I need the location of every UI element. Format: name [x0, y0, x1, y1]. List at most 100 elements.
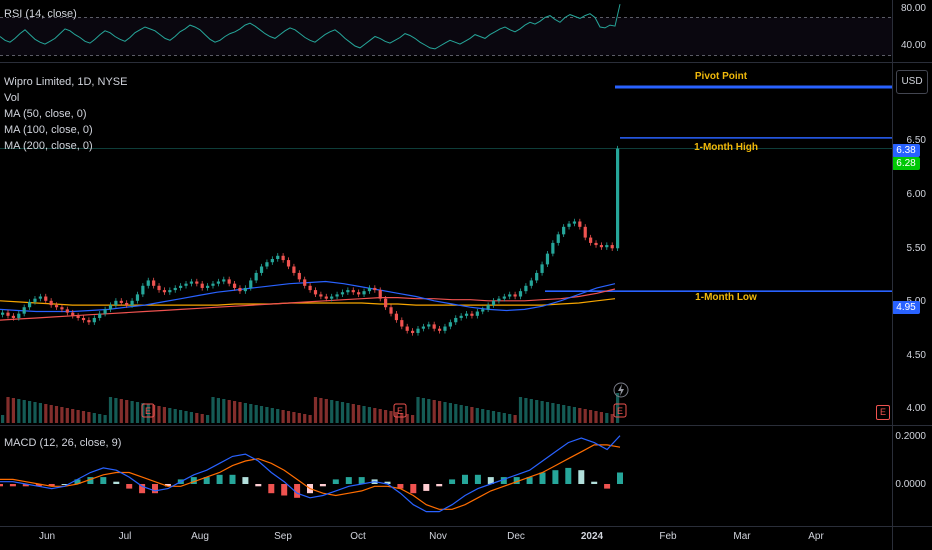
- volume-bar: [529, 399, 533, 423]
- macd-histogram-bar: [423, 484, 430, 491]
- volume-bar: [357, 405, 361, 423]
- legend-ma50[interactable]: MA (50, close, 0): [4, 108, 87, 120]
- volume-bar: [594, 411, 598, 423]
- volume-bar: [572, 407, 576, 423]
- earnings-marker-label: E: [145, 406, 151, 416]
- candle-body: [616, 148, 620, 249]
- macd-pane[interactable]: MACD (12, 26, close, 9): [0, 426, 892, 526]
- earnings-axis-icon[interactable]: E: [876, 405, 890, 420]
- volume-bar: [211, 397, 215, 423]
- volume-bar: [54, 406, 59, 423]
- macd-histogram-bar: [152, 484, 158, 494]
- volume-bar: [303, 414, 307, 423]
- pivot-point-label: Pivot Point: [694, 71, 748, 82]
- candle-body: [475, 311, 479, 316]
- time-axis[interactable]: Jun Jul Aug Sep Oct Nov Dec 2024 Feb Mar…: [0, 526, 892, 550]
- volume-bar: [276, 409, 280, 423]
- candle-body: [427, 324, 431, 327]
- macd-axis-00: 0.0000: [895, 479, 926, 490]
- volume-bar: [443, 402, 447, 423]
- volume-bar: [103, 415, 107, 423]
- candle-body: [556, 234, 560, 243]
- candle-body: [200, 283, 204, 288]
- volume-bar: [362, 406, 366, 423]
- macd-histogram-bar: [87, 477, 94, 484]
- time-tick: Dec: [507, 531, 525, 542]
- volume-bar: [481, 409, 485, 423]
- macd-histogram-bar: [0, 484, 3, 487]
- volume-bar: [33, 402, 37, 423]
- ma50-line: [0, 280, 616, 313]
- macd-histogram-bar: [229, 474, 236, 484]
- pane-divider[interactable]: [0, 425, 932, 426]
- candle-body: [173, 287, 177, 291]
- candle-body: [432, 324, 436, 329]
- candle-body: [81, 317, 86, 321]
- volume-bar: [11, 398, 15, 423]
- rsi-axis-40: 40.00: [900, 40, 926, 51]
- macd-signal-line: [0, 444, 621, 510]
- candle-body: [324, 296, 328, 299]
- volume-bar: [125, 400, 129, 423]
- volume-bar: [616, 393, 620, 423]
- legend-ma200[interactable]: MA (200, close, 0): [4, 140, 93, 152]
- volume-bar: [535, 400, 539, 423]
- macd-histogram-bar: [539, 472, 546, 484]
- rsi-pane[interactable]: RSI (14, close): [0, 0, 892, 62]
- macd-histogram-bar: [332, 479, 339, 484]
- price-axis[interactable]: 6.50 6.00 5.50 5.00 4.50 4.00: [892, 63, 932, 425]
- volume-bar: [599, 412, 603, 423]
- macd-axis-02: 0.2000: [895, 431, 926, 442]
- volume-bar: [259, 406, 264, 423]
- volume-bar: [135, 402, 140, 423]
- candle-body: [572, 221, 577, 224]
- candle-body: [610, 245, 614, 249]
- volume-bar: [65, 408, 69, 423]
- volume-bar: [578, 408, 582, 423]
- candle-body: [92, 317, 96, 323]
- candle-body: [464, 313, 469, 316]
- volume-bar: [475, 408, 479, 423]
- volume-bar: [605, 413, 609, 423]
- macd-histogram-bar: [190, 477, 197, 484]
- volume-bar: [22, 400, 26, 423]
- candle-body: [114, 300, 118, 306]
- lightning-icon: [618, 384, 624, 396]
- currency-button[interactable]: USD: [896, 70, 928, 94]
- macd-axis[interactable]: 0.2000 0.0000: [892, 426, 932, 526]
- candle-body: [22, 307, 26, 314]
- volume-bar: [448, 403, 452, 423]
- candle-body: [367, 287, 372, 292]
- volume-bar: [464, 406, 469, 423]
- volume-bar: [162, 407, 166, 423]
- macd-histogram-bar: [358, 477, 365, 484]
- legend-vol[interactable]: Vol: [4, 92, 20, 104]
- volume-bar: [1, 415, 5, 423]
- candle-body: [470, 313, 474, 316]
- legend-ma100[interactable]: MA (100, close, 0): [4, 124, 93, 136]
- volume-bar: [384, 410, 388, 423]
- price-pane[interactable]: E E E Wipro Limited, 1D, NYSE Vol MA (50, …: [0, 63, 892, 425]
- pane-divider[interactable]: [0, 62, 932, 63]
- candle-body: [599, 245, 604, 248]
- volume-bar: [551, 403, 555, 423]
- symbol-title[interactable]: Wipro Limited, 1D, NYSE: [4, 76, 128, 88]
- candle-body: [33, 298, 37, 302]
- candle-body: [297, 272, 301, 280]
- indicator-legend: Vol MA (50, close, 0) MA (100, close, 0)…: [4, 90, 93, 154]
- volume-bar: [265, 407, 269, 423]
- volume-bar: [222, 399, 226, 423]
- time-tick: Aug: [191, 531, 209, 542]
- candle-body: [583, 226, 587, 238]
- candle-body: [529, 280, 533, 286]
- volume-bar: [545, 402, 550, 423]
- volume-bar: [179, 410, 183, 423]
- candle-body: [594, 242, 598, 246]
- month-low-tag: 4.95: [892, 301, 920, 314]
- volume-bar: [335, 401, 339, 423]
- month-high-tag: 6.38: [892, 144, 920, 157]
- volume-bar: [87, 412, 91, 423]
- macd-histogram-bar: [35, 484, 42, 487]
- rsi-axis[interactable]: 80.00 40.00: [892, 0, 932, 62]
- macd-histogram-bar: [164, 484, 171, 487]
